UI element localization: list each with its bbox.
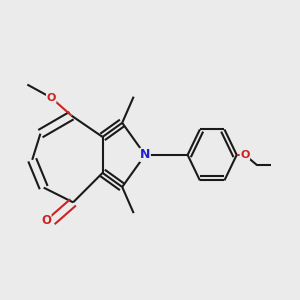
- Text: O: O: [240, 150, 250, 160]
- Text: O: O: [46, 93, 56, 103]
- Text: N: N: [140, 148, 150, 161]
- Text: O: O: [41, 214, 51, 227]
